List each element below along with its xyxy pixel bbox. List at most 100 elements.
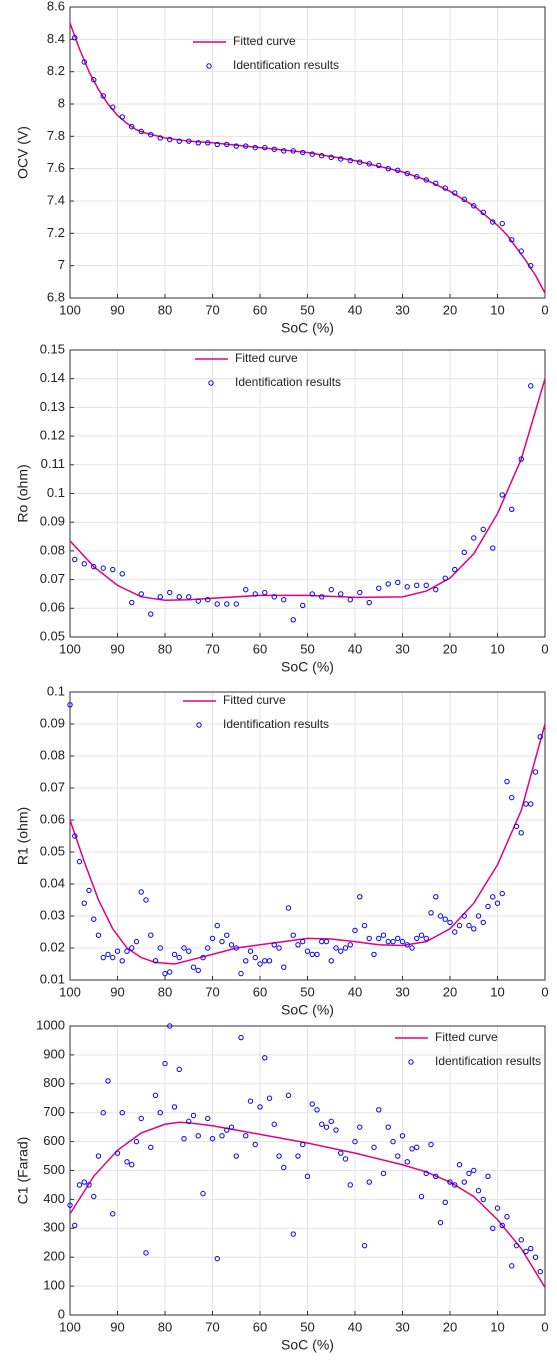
- data-point: [423, 1170, 429, 1177]
- data-point: [266, 958, 273, 964]
- y-tick-label: 7.8: [47, 128, 65, 143]
- legend-label: Fitted curve: [223, 693, 286, 707]
- data-point: [195, 598, 201, 604]
- x-axis-label: SoC (%): [281, 659, 334, 675]
- data-point: [148, 132, 154, 138]
- data-point: [452, 1182, 458, 1188]
- data-point: [181, 945, 187, 951]
- data-point: [338, 948, 344, 954]
- x-tick-label: 10: [490, 1319, 504, 1334]
- data-point: [129, 1162, 135, 1168]
- data-point: [461, 1179, 467, 1185]
- x-tick-label: 100: [59, 641, 81, 656]
- legend-swatch: [206, 63, 212, 69]
- data-point: [285, 905, 292, 911]
- x-tick-label: 0: [541, 641, 548, 656]
- data-point: [414, 1144, 420, 1151]
- data-point: [195, 967, 201, 974]
- data-point: [243, 586, 249, 593]
- data-point: [395, 579, 401, 586]
- y-tick-label: 8.2: [47, 63, 65, 78]
- data-point: [81, 900, 87, 906]
- data-point: [224, 141, 230, 148]
- data-point: [466, 922, 472, 929]
- chart-panel: 100 90 80 70 60 50 40 30 20 10 00.050.060.070.080.…: [15, 341, 549, 674]
- data-point: [456, 922, 463, 929]
- data-point: [100, 954, 106, 961]
- legend-swatch: [408, 1059, 414, 1065]
- data-point: [319, 1121, 325, 1127]
- data-point: [138, 128, 144, 135]
- data-point: [233, 143, 239, 149]
- data-point: [186, 138, 192, 144]
- data-point: [176, 138, 182, 144]
- y-tick-label: 600: [43, 1133, 65, 1148]
- data-point: [214, 1255, 220, 1262]
- x-tick-label: 50: [300, 984, 314, 999]
- data-point: [504, 778, 510, 785]
- data-point: [295, 942, 301, 948]
- data-point: [499, 220, 505, 227]
- data-point: [452, 929, 458, 935]
- data-point: [314, 1107, 320, 1113]
- y-tick-label: 400: [43, 1191, 65, 1206]
- data-point: [114, 948, 121, 954]
- y-tick-label: 0.05: [40, 628, 65, 643]
- data-point: [494, 900, 501, 906]
- data-point: [447, 919, 453, 926]
- data-point: [395, 1153, 401, 1159]
- plot-frame: [69, 349, 546, 638]
- data-point: [442, 575, 448, 581]
- data-point: [376, 935, 382, 942]
- legend-label: Identification results: [223, 717, 329, 731]
- data-point: [271, 594, 277, 600]
- plot-frame: [69, 691, 546, 981]
- x-tick-label: 30: [395, 1319, 409, 1334]
- data-point: [323, 1124, 330, 1130]
- data-point: [347, 942, 353, 948]
- data-point: [290, 617, 296, 623]
- data-point: [148, 932, 154, 938]
- y-tick-label: 0: [58, 1306, 65, 1321]
- data-point: [129, 945, 135, 951]
- x-tick-label: 80: [158, 641, 172, 656]
- y-tick-label: 0.09: [40, 514, 65, 529]
- data-point: [357, 589, 363, 596]
- data-point: [490, 219, 496, 225]
- data-point: [252, 1141, 258, 1148]
- data-point: [442, 916, 448, 922]
- data-point: [266, 1095, 273, 1101]
- data-point: [494, 1205, 501, 1211]
- data-point: [357, 1124, 363, 1130]
- data-point: [338, 1150, 344, 1156]
- data-point: [480, 526, 486, 533]
- legend-label: Identification results: [235, 375, 341, 389]
- data-point: [404, 584, 410, 590]
- data-point: [110, 1211, 116, 1217]
- data-point: [347, 1182, 353, 1188]
- data-point: [466, 1170, 472, 1177]
- data-point: [390, 938, 396, 945]
- data-point: [262, 589, 268, 596]
- y-tick-label: 0.01: [40, 971, 65, 986]
- data-point: [537, 1268, 543, 1275]
- data-point: [418, 932, 425, 938]
- data-point: [224, 1127, 230, 1133]
- data-point: [309, 151, 315, 157]
- data-point: [342, 945, 349, 951]
- data-point: [499, 890, 505, 897]
- data-point: [385, 165, 391, 172]
- data-point: [176, 594, 182, 600]
- y-tick-label: 0.07: [40, 571, 65, 586]
- data-point: [138, 591, 144, 597]
- data-point: [105, 951, 111, 958]
- data-point: [528, 1245, 534, 1252]
- data-point: [423, 582, 429, 589]
- data-point: [433, 586, 439, 593]
- data-point: [281, 1164, 287, 1171]
- data-point: [319, 153, 325, 159]
- data-point: [437, 1219, 444, 1226]
- data-point: [366, 935, 372, 942]
- x-tick-label: 60: [253, 641, 267, 656]
- data-point: [72, 833, 78, 839]
